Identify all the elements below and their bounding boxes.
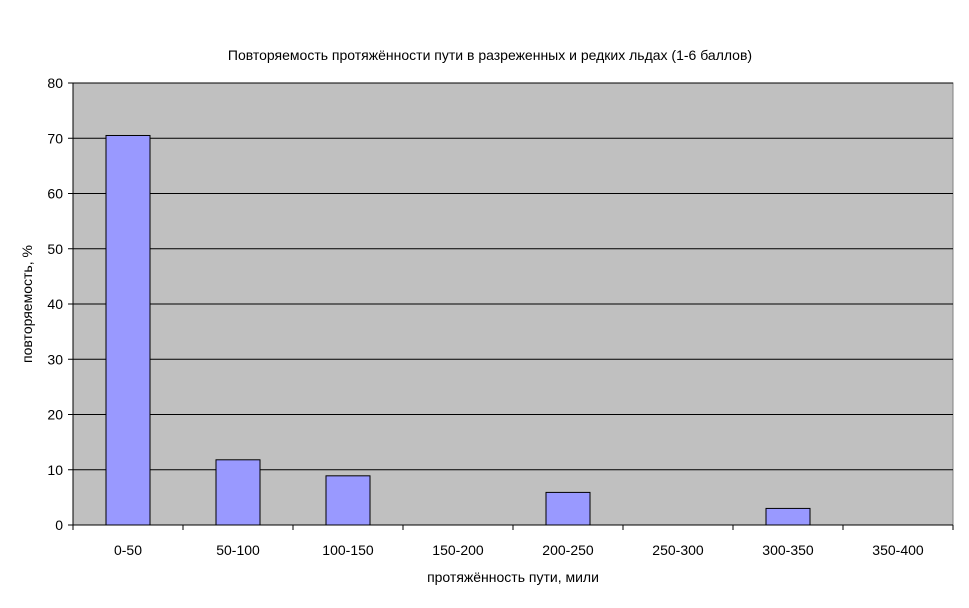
y-tick-label: 60 <box>47 186 63 202</box>
bar-300-350 <box>765 507 811 526</box>
y-tick-label: 80 <box>47 75 63 91</box>
x-tick-labels: 0-50 50-100 100-150 150-200 200-250 250-300 30… <box>114 542 924 558</box>
chart-title: Повторяемость протяжённости пути в разре… <box>228 47 752 63</box>
y-tick-label: 40 <box>47 296 63 312</box>
x-tick-label: 300-350 <box>762 542 814 558</box>
y-tick-label: 20 <box>47 407 63 423</box>
x-tick-label: 200-250 <box>542 542 594 558</box>
y-tick-label: 70 <box>47 130 63 146</box>
bar-0-50 <box>105 134 151 526</box>
y-tick-label: 0 <box>55 517 63 533</box>
y-tick-label: 10 <box>47 462 63 478</box>
y-tick-label: 30 <box>47 351 63 367</box>
y-tick-labels: 0 10 20 30 40 50 60 70 80 <box>47 75 63 533</box>
x-tick-label: 350-400 <box>872 542 924 558</box>
x-tick-label: 150-200 <box>432 542 484 558</box>
bar-200-250 <box>545 491 591 526</box>
x-axis-label: протяжённость пути, мили <box>427 569 599 585</box>
bar-100-150 <box>325 475 371 526</box>
x-tick-label: 50-100 <box>216 542 260 558</box>
bars <box>105 134 811 526</box>
x-tick-label: 0-50 <box>114 542 142 558</box>
y-tick-label: 50 <box>47 241 63 257</box>
axes <box>68 82 954 530</box>
y-axis-label: повторяемость, % <box>19 245 35 363</box>
x-tick-label: 250-300 <box>652 542 704 558</box>
x-tick-label: 100-150 <box>322 542 374 558</box>
bar-50-100 <box>215 459 261 526</box>
